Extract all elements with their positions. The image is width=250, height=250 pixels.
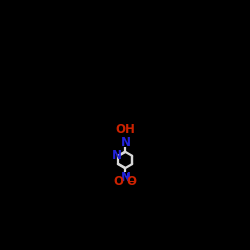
Text: N: N <box>120 170 130 183</box>
Text: OH: OH <box>115 122 135 136</box>
Text: −: − <box>128 177 136 186</box>
Text: N: N <box>121 136 131 149</box>
Text: N: N <box>112 149 122 162</box>
Text: +: + <box>123 172 130 181</box>
Text: O: O <box>114 175 124 188</box>
Text: O: O <box>126 175 136 188</box>
